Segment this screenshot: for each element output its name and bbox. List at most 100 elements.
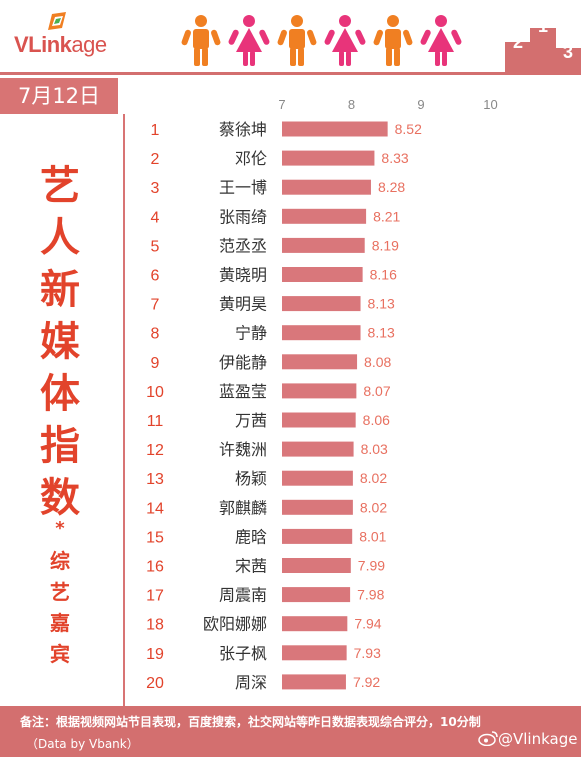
artist-name: 宋茜 [235, 557, 267, 576]
rank-number: 2 [151, 151, 160, 168]
score-bar [282, 354, 358, 370]
side-title-char: 指 [40, 423, 80, 469]
rank-number: 9 [151, 355, 160, 372]
side-title-char: 体 [40, 371, 80, 417]
score-bar [282, 121, 388, 137]
score-bar [282, 587, 351, 603]
side-title-char: 新 [40, 267, 80, 313]
side-sub-char: 艺 [50, 580, 70, 604]
weibo-handle-text: @Vlinkage [498, 730, 578, 748]
score-label: 8.01 [359, 528, 386, 544]
score-label: 8.02 [360, 499, 387, 515]
footer-note: 备注：根据视频网站节目表现，百度搜索，社交网站等昨日数据表现综合评分，10分制 [20, 715, 481, 729]
score-bar [282, 412, 356, 428]
podium-number-3: 3 [563, 42, 573, 62]
score-label: 8.08 [364, 354, 391, 370]
artist-name: 杨颖 [235, 469, 267, 488]
score-bar [282, 325, 361, 341]
artist-name: 欧阳娜娜 [203, 615, 267, 634]
side-title-char: 艺 [40, 163, 80, 209]
side-title: 艺 人 新 媒 体 指 数 [30, 160, 90, 524]
male-person-icon [277, 15, 317, 66]
score-label: 8.21 [373, 208, 400, 224]
side-subtitle: * 综 艺 嘉 宾 [40, 520, 80, 670]
rank-number: 13 [146, 471, 164, 488]
score-bar [282, 179, 371, 195]
score-label: 8.13 [368, 325, 395, 341]
score-bar [282, 208, 367, 224]
score-bar [282, 237, 365, 253]
rank-number: 8 [151, 326, 160, 343]
podium-number-1: 1 [538, 16, 548, 36]
score-label: 7.92 [353, 674, 380, 690]
rank-number: 14 [146, 500, 164, 517]
rank-number: 17 [146, 588, 164, 605]
logo-bold-text: VLink [14, 32, 72, 57]
footer-credit: （Data by Vbank） [26, 737, 139, 751]
side-sub-char: 综 [50, 549, 70, 573]
artist-name: 蔡徐坤 [219, 120, 267, 139]
side-title-char: 人 [40, 215, 80, 261]
weibo-handle[interactable]: @Vlinkage [478, 730, 577, 748]
ranking-bar-chart: 7 8 9 10 1 蔡徐坤 8.52 2 邓伦 8.33 3 王一博 8.28 4 张雨绮 8.21 5 范丞丞… [146, 97, 498, 692]
score-label: 7.99 [358, 558, 385, 574]
score-bar [282, 150, 375, 166]
score-bar [282, 528, 353, 544]
score-label: 8.07 [363, 383, 390, 399]
rank-number: 10 [146, 384, 164, 401]
artist-name: 周震南 [219, 586, 267, 605]
score-label: 7.94 [354, 616, 381, 632]
side-title-char: 媒 [40, 319, 80, 365]
rank-number: 3 [151, 180, 160, 197]
artist-name: 郭麒麟 [219, 498, 267, 517]
artist-name: 宁静 [235, 324, 267, 343]
left-divider [123, 114, 125, 706]
score-label: 8.13 [368, 296, 395, 312]
artist-name: 许魏洲 [219, 440, 267, 459]
rank-number: 12 [146, 442, 164, 459]
rank-number: 18 [146, 617, 164, 634]
weibo-icon [478, 731, 498, 746]
artist-name: 鹿晗 [235, 527, 267, 546]
score-label: 8.16 [370, 267, 397, 283]
artist-name: 张雨绮 [219, 207, 267, 226]
score-label: 8.33 [381, 150, 408, 166]
artist-name: 范丞丞 [219, 236, 267, 255]
date-label: 7月12日 [0, 78, 118, 114]
score-bar [282, 499, 353, 515]
score-label: 8.28 [378, 179, 405, 195]
rank-number: 19 [146, 646, 164, 663]
score-label: 7.93 [354, 645, 381, 661]
score-bar [282, 296, 361, 312]
score-bar [282, 674, 346, 690]
rank-number: 11 [147, 413, 164, 430]
artist-name: 周深 [235, 673, 267, 692]
header-divider [0, 72, 581, 75]
score-bar [282, 645, 347, 661]
male-person-icon [373, 15, 413, 66]
score-label: 8.52 [395, 121, 422, 137]
podium-icon: 2 1 3 [505, 16, 581, 72]
rank-number: 15 [146, 529, 164, 546]
score-bar [282, 267, 363, 282]
artist-name: 邓伦 [235, 149, 267, 168]
score-label: 8.02 [360, 470, 387, 486]
score-label: 8.06 [363, 412, 390, 428]
score-bar [282, 470, 353, 486]
artist-name: 黄明昊 [219, 295, 267, 314]
logo-tail-text: age [71, 32, 107, 57]
side-sub-char: 嘉 [50, 611, 70, 635]
side-sub-char: 宾 [50, 642, 70, 666]
axis-tick-label: 8 [348, 97, 355, 112]
score-label: 8.19 [372, 237, 399, 253]
rank-number: 20 [146, 675, 164, 692]
footer: 备注：根据视频网站节目表现，百度搜索，社交网站等昨日数据表现综合评分，10分制 … [0, 706, 581, 757]
male-person-icon [181, 15, 221, 66]
score-bar [282, 441, 354, 457]
score-bar [282, 558, 351, 573]
side-title-char: 数 [40, 475, 80, 521]
rank-number: 7 [151, 297, 160, 314]
score-bar [282, 383, 357, 399]
artist-name: 万茜 [235, 411, 267, 430]
artist-name: 伊能静 [219, 353, 267, 372]
